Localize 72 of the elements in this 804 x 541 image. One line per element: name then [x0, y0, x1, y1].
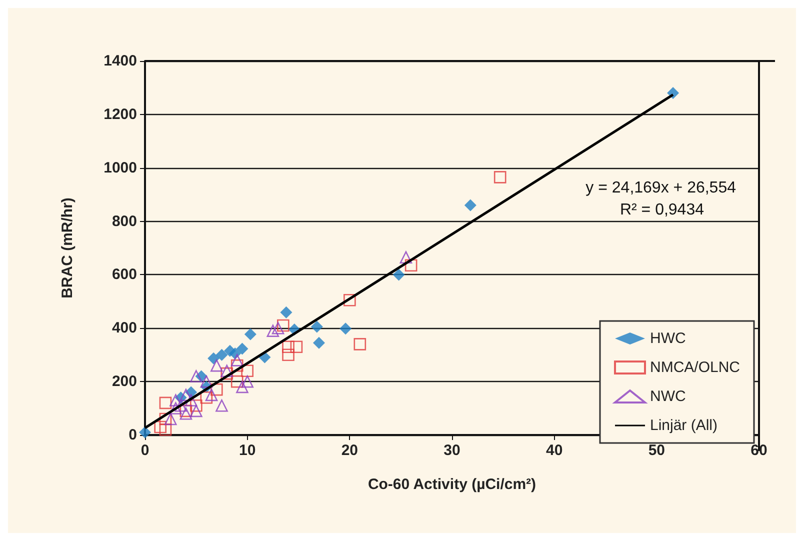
- point: [139, 426, 151, 438]
- point: [210, 383, 223, 396]
- x-tick-label: 10: [238, 442, 256, 459]
- point: [200, 375, 213, 388]
- point: [230, 354, 244, 366]
- point: [277, 319, 290, 332]
- x-tick-label: 60: [750, 442, 768, 459]
- point: [190, 370, 202, 382]
- point: [170, 394, 182, 406]
- point: [404, 259, 418, 272]
- point: [236, 342, 248, 355]
- point: [159, 424, 172, 436]
- point: [266, 324, 280, 337]
- y-tick-label: 0: [128, 426, 137, 444]
- point: [344, 294, 356, 306]
- x-tick-label: 50: [648, 442, 666, 459]
- point: [190, 399, 202, 412]
- point: [230, 375, 244, 388]
- point: [159, 396, 172, 410]
- point: [205, 388, 218, 402]
- point: [400, 251, 412, 264]
- point: [392, 268, 405, 281]
- point: [312, 336, 325, 349]
- point: [241, 375, 254, 388]
- point: [494, 171, 506, 184]
- point: [180, 407, 192, 420]
- point: [180, 388, 192, 402]
- point: [280, 306, 292, 318]
- y-axis-title: BRAC (mR/hr): [59, 198, 76, 298]
- point: [241, 364, 254, 378]
- point: [340, 322, 352, 335]
- legend-label: HWC: [650, 330, 686, 347]
- x-tick-label: 20: [341, 442, 358, 459]
- point: [282, 348, 294, 362]
- point: [184, 394, 198, 406]
- point: [174, 399, 187, 412]
- point: [210, 359, 223, 372]
- point: [164, 412, 177, 426]
- y-tick-label: 600: [112, 266, 137, 284]
- x-axis-title: Co-60 Activity (µCi/cm²): [368, 476, 536, 493]
- point: [154, 420, 166, 434]
- legend-label: NWC: [650, 388, 686, 405]
- point: [170, 402, 182, 414]
- point: [190, 404, 202, 418]
- x-tick-label: 0: [140, 442, 150, 459]
- y-tick-label: 1000: [104, 159, 137, 176]
- point: [216, 399, 228, 412]
- point: [244, 328, 256, 340]
- x-tick-label: 40: [546, 442, 563, 459]
- y-tick-label: 1200: [104, 106, 137, 123]
- point: [464, 199, 476, 212]
- point: [354, 338, 366, 350]
- legend-label: NMCA/OLNC: [650, 359, 740, 376]
- x-tick-label: 30: [444, 442, 460, 459]
- point: [220, 364, 234, 378]
- point: [200, 391, 213, 404]
- legend-label: Linjär (All): [650, 417, 718, 434]
- y-tick-label: 400: [112, 320, 137, 337]
- point: [272, 322, 284, 334]
- point: [230, 359, 244, 372]
- point: [208, 352, 220, 364]
- point: [220, 367, 234, 380]
- point: [216, 348, 228, 361]
- y-tick-label: 200: [112, 373, 137, 390]
- annotation: R² = 0,9434: [620, 202, 704, 218]
- point: [282, 340, 294, 353]
- y-tick-label: 1400: [104, 52, 137, 70]
- y-tick-label: 800: [112, 212, 137, 230]
- annotation: y = 24,169x + 26,554: [586, 180, 736, 196]
- point: [310, 320, 323, 333]
- point: [290, 340, 303, 353]
- point: [236, 380, 248, 394]
